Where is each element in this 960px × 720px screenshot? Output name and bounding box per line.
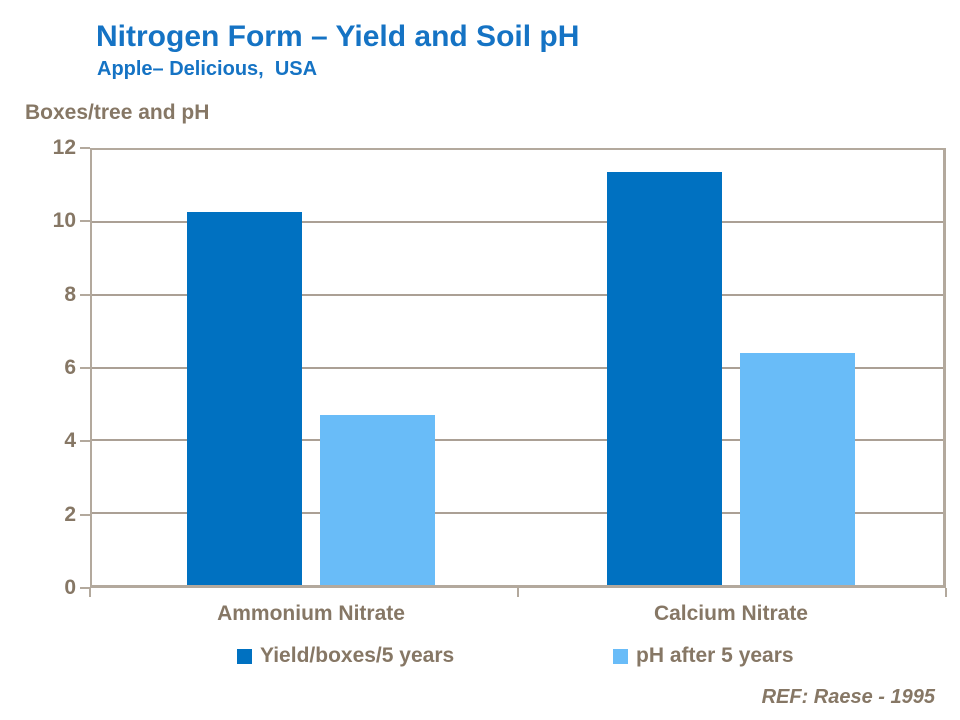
category-label-calcium-nitrate: Calcium Nitrate xyxy=(653,602,808,625)
x-tick-mark xyxy=(517,588,519,597)
y-tick-mark-12 xyxy=(80,147,90,149)
x-tick-mark xyxy=(89,588,91,597)
bar-ph-after-5-years-ammonium-nitrate xyxy=(320,414,436,585)
y-tick-label-4: 4 xyxy=(64,429,76,453)
y-axis-title: Boxes/tree and pH xyxy=(25,101,210,124)
y-tick-label-10: 10 xyxy=(52,209,76,233)
y-tick-label-6: 6 xyxy=(64,356,76,379)
gridline-2 xyxy=(92,511,943,514)
y-tick-mark-10 xyxy=(80,220,90,223)
gridline-10 xyxy=(92,221,943,224)
y-tick-mark-2 xyxy=(80,513,90,516)
legend-swatch-yield xyxy=(237,648,252,664)
reference-text: REF: Raese - 1995 xyxy=(761,686,935,708)
x-tick-mark xyxy=(945,588,947,597)
y-tick-label-2: 2 xyxy=(64,502,76,526)
y-tick-mark-8 xyxy=(80,293,90,296)
gridline-6 xyxy=(92,366,943,369)
plot-area xyxy=(90,148,946,588)
legend-item-ph-after-5-years: pH after 5 years xyxy=(613,644,794,668)
bar-ph-after-5-years-calcium-nitrate xyxy=(739,353,855,585)
y-tick-mark-4 xyxy=(80,440,90,443)
y-tick-label-8: 8 xyxy=(64,282,76,306)
chart-title: Nitrogen Form – Yield and Soil pH xyxy=(96,20,580,53)
bar-yield-ammonium-nitrate xyxy=(187,211,303,585)
legend-label: Yield/boxes/5 years xyxy=(260,644,455,667)
bar-yield-calcium-nitrate xyxy=(606,171,722,585)
y-tick-label-0: 0 xyxy=(64,576,76,599)
category-label-ammonium-nitrate: Ammonium Nitrate xyxy=(217,602,405,625)
y-tick-label-12: 12 xyxy=(52,136,76,159)
y-tick-mark-6 xyxy=(80,367,90,369)
gridline-4 xyxy=(92,438,943,441)
legend-swatch-ph-after-5-years xyxy=(613,648,628,664)
chart-subtitle: Apple– Delicious, USA xyxy=(97,58,318,80)
legend-item-yield: Yield/boxes/5 years xyxy=(237,644,454,668)
y-tick-mark-0 xyxy=(80,587,90,589)
gridline-8 xyxy=(92,293,943,296)
legend-label: pH after 5 years xyxy=(636,644,794,667)
